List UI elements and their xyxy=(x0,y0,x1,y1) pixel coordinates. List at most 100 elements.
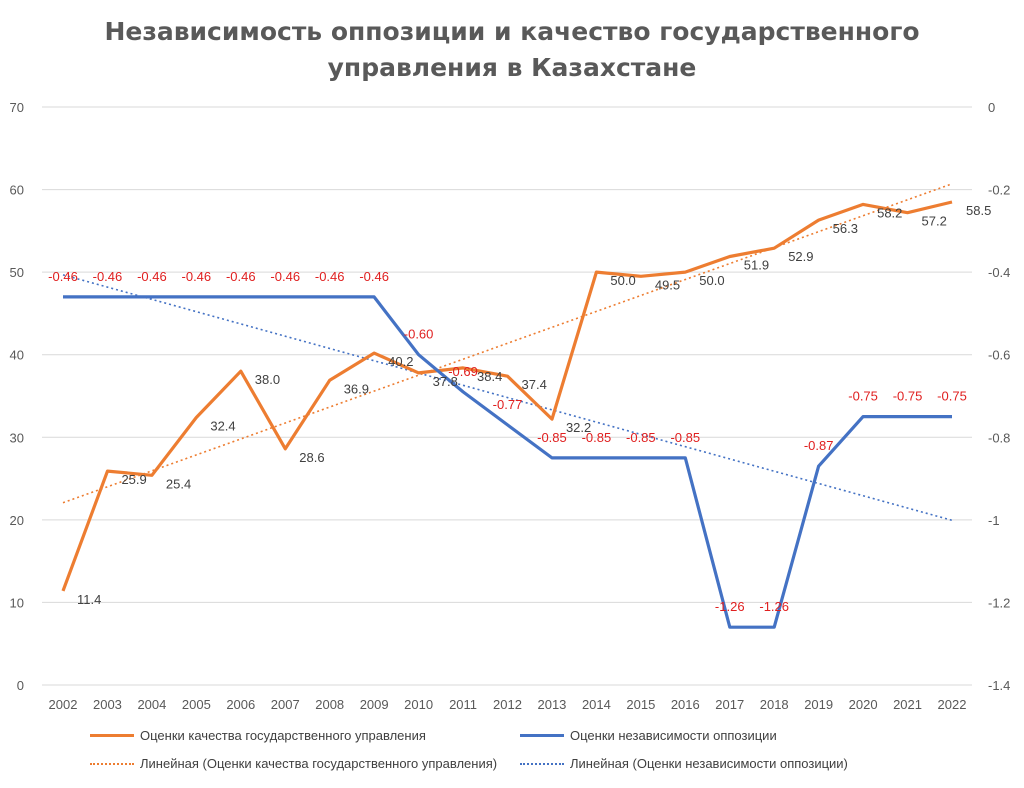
x-tick-label: 2021 xyxy=(893,697,922,712)
y-right-tick-label: -1.2 xyxy=(988,595,1010,610)
data-label-opposition: -0.75 xyxy=(893,389,923,404)
legend-swatch-opposition-trend xyxy=(520,762,564,765)
x-tick-label: 2002 xyxy=(49,697,78,712)
data-label-opposition: -0.69 xyxy=(448,364,478,379)
x-tick-label: 2005 xyxy=(182,697,211,712)
data-label-governance: 58.2 xyxy=(877,205,902,220)
legend-swatch-governance-trend xyxy=(90,762,134,765)
y-left-tick-label: 50 xyxy=(10,265,24,280)
data-label-opposition: -1.26 xyxy=(759,599,789,614)
data-label-opposition: -0.60 xyxy=(404,327,434,342)
y-right-tick-label: 0 xyxy=(988,100,995,115)
data-label-governance: 37.8 xyxy=(433,374,458,389)
x-tick-label: 2019 xyxy=(804,697,833,712)
y-right-tick-label: -0.4 xyxy=(988,265,1010,280)
x-tick-label: 2012 xyxy=(493,697,522,712)
chart-title: Независимость оппозиции и качество госуд… xyxy=(0,14,1024,86)
data-label-opposition: -0.77 xyxy=(493,397,523,412)
legend-swatch-opposition xyxy=(520,734,564,737)
data-label-opposition: -0.46 xyxy=(226,269,256,284)
x-tick-label: 2009 xyxy=(360,697,389,712)
data-label-opposition: -0.75 xyxy=(848,389,878,404)
x-tick-label: 2013 xyxy=(537,697,566,712)
y-left-tick-label: 30 xyxy=(10,430,24,445)
legend-item-governance: Оценки качества государственного управле… xyxy=(90,728,426,743)
data-label-opposition: -0.46 xyxy=(48,269,78,284)
x-tick-label: 2016 xyxy=(671,697,700,712)
x-tick-label: 2011 xyxy=(449,697,477,712)
trendline-opposition xyxy=(62,274,953,522)
trendline-governance xyxy=(62,183,953,504)
data-label-governance: 52.9 xyxy=(788,249,813,264)
data-label-governance: 49.5 xyxy=(655,277,680,292)
x-tick-label: 2018 xyxy=(760,697,789,712)
data-label-governance: 37.4 xyxy=(522,377,547,392)
data-label-governance: 57.2 xyxy=(922,214,947,229)
legend-label-opposition: Оценки независимости оппозиции xyxy=(570,728,777,743)
series-line-governance xyxy=(61,200,953,592)
data-label-opposition: -0.85 xyxy=(537,430,567,445)
data-label-governance: 28.6 xyxy=(299,450,324,465)
data-label-governance: 32.2 xyxy=(566,420,591,435)
y-left-tick-label: 20 xyxy=(10,513,24,528)
data-label-governance: 58.5 xyxy=(966,203,991,218)
series-line-opposition xyxy=(63,295,952,629)
legend-item-opposition-trend: Линейная (Оценки независимости оппозиции… xyxy=(520,756,848,771)
data-label-opposition: -0.85 xyxy=(626,430,656,445)
legend-swatch-governance xyxy=(90,734,134,737)
y-left-tick-label: 10 xyxy=(10,595,24,610)
chart-title-line-2: управления в Казахстане xyxy=(327,53,697,82)
x-tick-label: 2003 xyxy=(93,697,122,712)
data-label-governance: 50.0 xyxy=(610,273,635,288)
data-label-opposition: -0.46 xyxy=(315,269,345,284)
legend: Оценки качества государственного управле… xyxy=(0,722,1024,782)
chart-title-line-1: Независимость оппозиции и качество госуд… xyxy=(104,17,920,46)
data-label-governance: 38.0 xyxy=(255,372,280,387)
data-label-governance: 51.9 xyxy=(744,257,769,272)
y-right-tick-label: -0.8 xyxy=(988,430,1010,445)
x-tick-label: 2010 xyxy=(404,697,433,712)
x-tick-label: 2006 xyxy=(226,697,255,712)
data-label-opposition: -0.46 xyxy=(359,269,389,284)
x-tick-label: 2008 xyxy=(315,697,344,712)
y-right-tick-label: -1 xyxy=(988,513,1000,528)
x-tick-label: 2017 xyxy=(715,697,744,712)
data-label-opposition: -0.46 xyxy=(182,269,212,284)
data-label-opposition: -0.46 xyxy=(93,269,123,284)
data-label-opposition: -1.26 xyxy=(715,599,745,614)
data-label-opposition: -0.75 xyxy=(937,389,967,404)
y-right-tick-label: -1.4 xyxy=(988,678,1010,693)
data-label-opposition: -0.85 xyxy=(670,430,700,445)
data-label-governance: 32.4 xyxy=(210,418,235,433)
x-tick-label: 2020 xyxy=(849,697,878,712)
y-left-tick-label: 70 xyxy=(10,100,24,115)
data-label-opposition: -0.87 xyxy=(804,438,834,453)
data-label-governance: 56.3 xyxy=(833,221,858,236)
legend-label-opposition-trend: Линейная (Оценки независимости оппозиции… xyxy=(570,756,848,771)
data-label-governance: 25.9 xyxy=(121,472,146,487)
legend-item-governance-trend: Линейная (Оценки качества государственно… xyxy=(90,756,497,771)
legend-label-governance: Оценки качества государственного управле… xyxy=(140,728,426,743)
data-label-governance: 40.2 xyxy=(388,354,413,369)
y-right-tick-label: -0.2 xyxy=(988,183,1010,198)
y-right-tick-label: -0.6 xyxy=(988,348,1010,363)
y-left-tick-label: 40 xyxy=(10,348,24,363)
data-label-governance: 11.4 xyxy=(77,592,101,607)
legend-label-governance-trend: Линейная (Оценки качества государственно… xyxy=(140,756,498,771)
x-tick-label: 2004 xyxy=(137,697,166,712)
data-label-opposition: -0.85 xyxy=(582,430,612,445)
data-label-opposition: -0.46 xyxy=(137,269,167,284)
data-label-opposition: -0.46 xyxy=(270,269,300,284)
data-label-governance: 25.4 xyxy=(166,476,191,491)
x-tick-label: 2022 xyxy=(938,697,967,712)
x-tick-label: 2015 xyxy=(626,697,655,712)
y-left-tick-label: 0 xyxy=(17,678,24,693)
data-label-governance: 50.0 xyxy=(699,273,724,288)
y-left-tick-label: 60 xyxy=(10,183,24,198)
x-tick-label: 2014 xyxy=(582,697,611,712)
x-tick-label: 2007 xyxy=(271,697,300,712)
data-label-governance: 36.9 xyxy=(344,381,369,396)
data-label-governance: 38.4 xyxy=(477,369,502,384)
legend-item-opposition: Оценки независимости оппозиции xyxy=(520,728,777,743)
